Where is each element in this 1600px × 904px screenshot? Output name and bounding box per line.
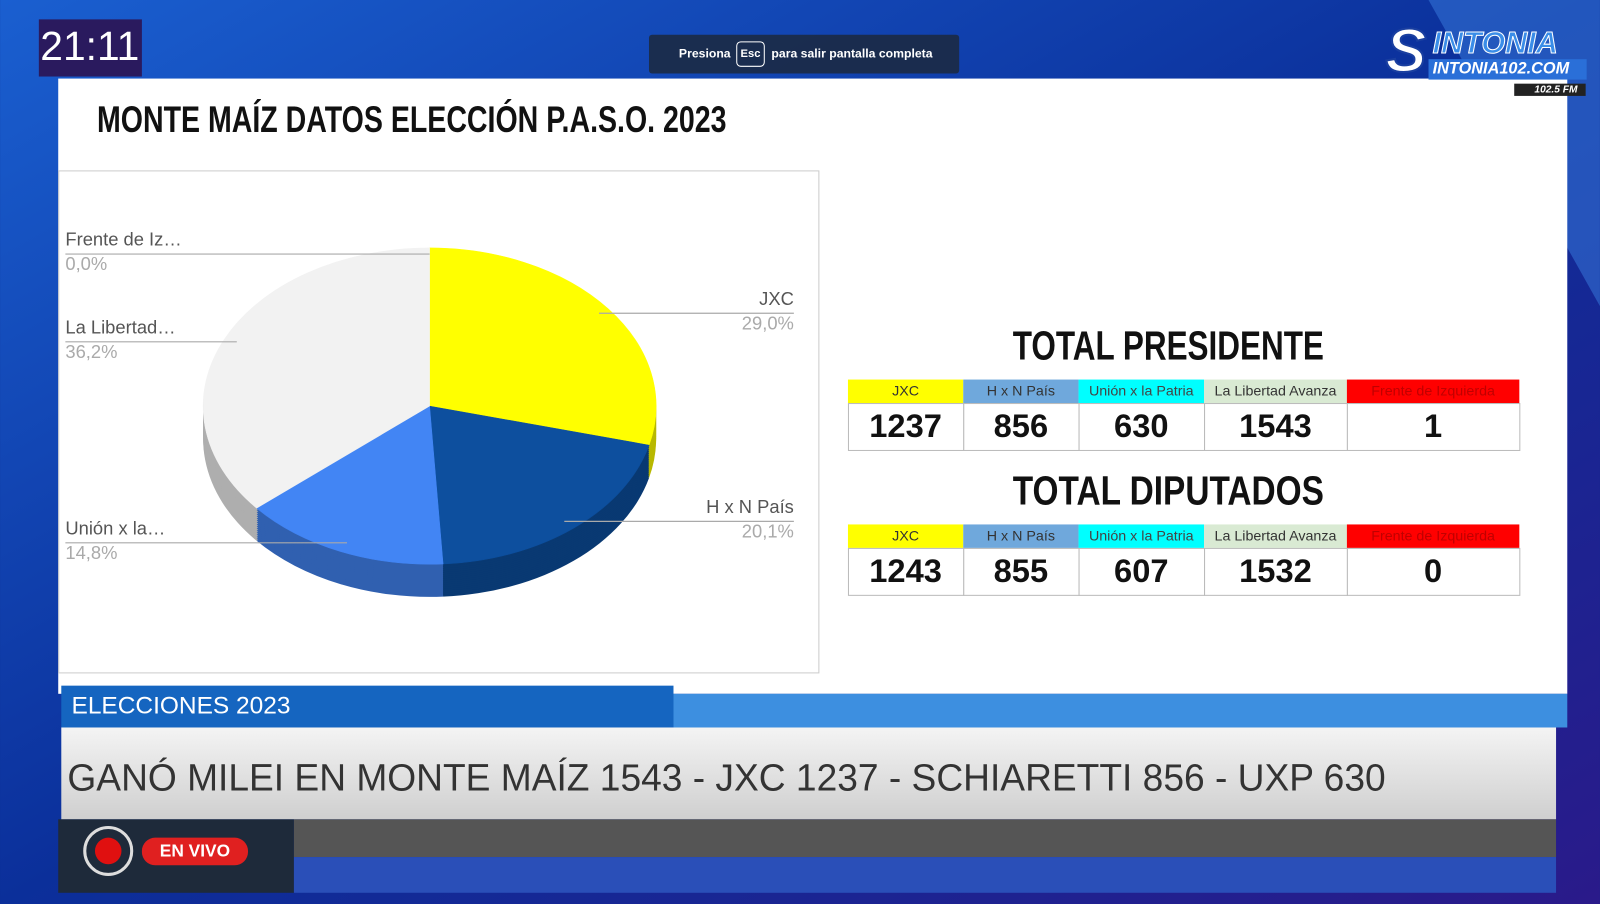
notice-text: Presiona: [679, 46, 731, 60]
slice-label: La Libertad…: [65, 316, 175, 337]
slice-value: 36,2%: [65, 341, 117, 362]
pie-slice: [429, 247, 657, 446]
slice-label: JXC: [759, 288, 794, 309]
value-cell: [963, 547, 1080, 596]
slice-label: Frente de Iz…: [65, 229, 181, 250]
header-cell: [1204, 379, 1347, 404]
pie-slice: [429, 405, 650, 565]
key: Esc: [741, 48, 761, 60]
live-text: EN VIVO: [160, 841, 230, 861]
fullscreen-notice: [648, 34, 960, 74]
section-bar: [61, 685, 674, 728]
header-text: H x N País: [987, 528, 1055, 544]
header-cell: [847, 524, 964, 548]
value-text: 0: [1424, 552, 1442, 589]
value-cell: [1204, 403, 1348, 451]
header-text: H x N País: [987, 384, 1055, 400]
pie-slice: [256, 405, 444, 565]
header-cell: [1078, 524, 1205, 548]
logo-initial: S: [1386, 16, 1427, 84]
header-cell: [1204, 524, 1347, 548]
value-text: 630: [1114, 407, 1168, 444]
header-text: Unión x la Patria: [1089, 528, 1194, 544]
logo-frequency: 102.5 FM: [1534, 84, 1578, 95]
header-cell: [1078, 379, 1205, 404]
value-text: 855: [994, 552, 1048, 589]
slice-value: 0,0%: [65, 253, 107, 274]
table-title: TOTAL DIPUTADOS: [1013, 468, 1324, 514]
value-cell: [1346, 403, 1521, 451]
value-text: 1543: [1239, 407, 1312, 444]
ticker-text: GANÓ MILEI EN MONTE MAÍZ 1543 - JXC 1237…: [67, 757, 1385, 799]
header-text: Unión x la Patria: [1089, 384, 1194, 400]
logo-band: [1428, 59, 1587, 80]
slice-label: Unión x la…: [65, 517, 165, 538]
logo-name: INTONIA: [1433, 26, 1558, 60]
value-cell: [1204, 547, 1348, 596]
tables: TOTAL PRESIDENTE JXC 1237 H x N País 856 Unió…: [847, 323, 1521, 596]
live-ring: [83, 825, 134, 876]
lower-bar-blue: [293, 857, 1557, 893]
slice-value: 14,8%: [65, 542, 117, 563]
value-cell: [1346, 547, 1521, 596]
clock: 21:11: [40, 23, 139, 69]
slice-label: H x N País: [706, 496, 794, 517]
header-text: Frente de Izquierda: [1371, 384, 1495, 400]
live-dot: [94, 837, 122, 865]
notice-text: para salir pantalla completa: [771, 46, 932, 60]
header-cell: [963, 379, 1079, 404]
logo-site: INTONIA102.COM: [1433, 60, 1570, 78]
header-text: La Libertad Avanza: [1215, 528, 1337, 544]
table-title: TOTAL PRESIDENTE: [1013, 323, 1324, 369]
value-cell: [963, 403, 1080, 451]
value-text: 1243: [869, 552, 942, 589]
value-cell: [1078, 403, 1206, 451]
value-cell: [847, 547, 965, 596]
value-text: 1237: [869, 407, 942, 444]
live-badge: [141, 837, 249, 866]
pie-slice: [202, 247, 430, 509]
value-text: 856: [994, 407, 1048, 444]
header-text: La Libertad Avanza: [1215, 384, 1337, 400]
clock-box: [38, 19, 142, 77]
value-text: 1532: [1239, 552, 1312, 589]
value-text: 1: [1424, 407, 1442, 444]
header-text: JXC: [892, 384, 919, 400]
logo-freq-band: [1514, 83, 1586, 96]
header-text: JXC: [892, 528, 919, 544]
title: MONTE MAÍZ DATOS ELECCIÓN P.A.S.O. 2023: [97, 98, 727, 140]
slice-value: 20,1%: [742, 520, 794, 541]
slice-value: 29,0%: [742, 312, 794, 333]
pie-chart: JXC 29,0% H x N País 20,1% Unión x la… 14,8% L…: [65, 229, 794, 597]
header-cell: [1346, 379, 1520, 404]
key-box: [736, 41, 765, 67]
section-bar-right: [673, 693, 1568, 728]
header-cell: [963, 524, 1079, 548]
ticker-bar: [61, 727, 1557, 820]
header-cell: [1346, 524, 1520, 548]
header-cell: [847, 379, 964, 404]
value-cell: [1078, 547, 1206, 596]
value-text: 607: [1114, 552, 1168, 589]
lower-bar: [293, 819, 1557, 858]
header-text: Frente de Izquierda: [1371, 528, 1495, 544]
section-title: ELECCIONES 2023: [71, 693, 290, 720]
